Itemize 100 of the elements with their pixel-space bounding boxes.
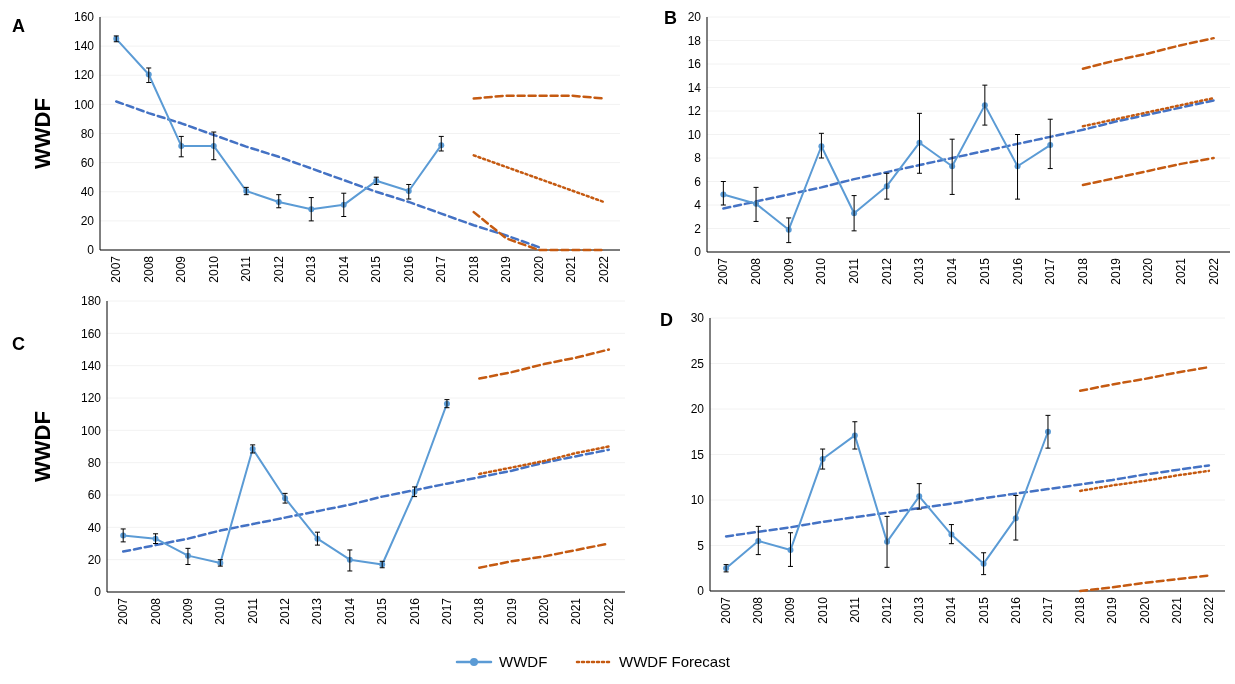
y-tick-label: 0	[694, 245, 702, 260]
x-tick-label: 2014	[336, 255, 351, 283]
line-series	[1081, 156, 1215, 187]
line-series	[478, 348, 611, 380]
y-tick-label: 160	[73, 10, 95, 25]
x-tick-label: 2011	[245, 597, 260, 624]
x-tick-label: 2017	[434, 255, 449, 283]
chart-title: B	[664, 8, 677, 28]
x-tick-label: 2021	[1169, 596, 1184, 624]
x-tick-label: 2021	[1173, 257, 1188, 285]
y-tick-label: 12	[687, 104, 702, 119]
x-tick-label: 2016	[401, 255, 416, 283]
x-tick-label: 2018	[1073, 596, 1088, 624]
chart-title: D	[660, 310, 673, 330]
x-tick-label: 2008	[751, 596, 766, 624]
y-tick-label: 120	[80, 391, 102, 406]
x-tick-label: 2014	[944, 596, 959, 624]
y-tick-label: 20	[80, 214, 95, 229]
y-tick-label: 0	[697, 584, 705, 599]
line-series	[1081, 96, 1215, 128]
x-tick-label: 2013	[310, 597, 325, 625]
y-tick-label: 16	[687, 57, 702, 72]
x-tick-label: 2022	[1206, 257, 1221, 285]
y-tick-label: 140	[73, 39, 95, 54]
x-tick-label: 2017	[1040, 596, 1055, 624]
x-tick-label: 2012	[278, 597, 293, 625]
x-tick-label: 2012	[879, 257, 894, 285]
y-tick-label: 20	[687, 10, 702, 25]
y-axis-title: WWDF	[30, 411, 55, 482]
y-tick-label: 14	[687, 80, 702, 95]
x-tick-label: 2022	[1201, 596, 1216, 624]
line-series	[115, 100, 540, 249]
y-tick-label: 15	[690, 447, 705, 462]
x-tick-label: 2013	[912, 596, 927, 624]
y-tick-label: 80	[87, 455, 102, 470]
y-tick-label: 8	[694, 151, 702, 166]
line-series	[1078, 469, 1211, 493]
x-tick-label: 2015	[369, 255, 384, 283]
y-tick-label: 20	[87, 552, 102, 567]
x-tick-label: 2018	[466, 255, 481, 283]
x-tick-label: 2022	[596, 255, 611, 283]
line-series	[724, 464, 1211, 538]
x-tick-label: 2020	[1141, 257, 1156, 285]
y-tick-label: 60	[80, 155, 95, 170]
x-tick-label: 2018	[1075, 257, 1090, 285]
line-series	[472, 154, 605, 204]
line-series	[121, 448, 611, 553]
y-tick-label: 30	[690, 311, 705, 326]
x-tick-label: 2013	[304, 255, 319, 283]
x-tick-label: 2007	[109, 255, 124, 283]
x-tick-label: 2013	[912, 257, 927, 285]
x-tick-label: 2020	[531, 255, 546, 283]
x-tick-label: 2012	[880, 596, 895, 624]
x-tick-label: 2010	[814, 257, 829, 285]
x-tick-label: 2021	[564, 255, 579, 283]
x-tick-label: 2020	[1137, 596, 1152, 624]
y-tick-label: 40	[87, 520, 102, 535]
x-tick-label: 2010	[206, 255, 221, 283]
x-tick-label: 2007	[719, 596, 734, 624]
y-tick-label: 4	[694, 198, 702, 213]
x-tick-label: 2009	[180, 597, 195, 625]
x-tick-label: 2009	[783, 596, 798, 624]
x-tick-label: 2019	[504, 597, 519, 625]
y-tick-label: 20	[690, 402, 705, 417]
x-tick-label: 2008	[141, 255, 156, 283]
x-tick-label: 2007	[116, 597, 131, 625]
y-tick-label: 100	[80, 423, 102, 438]
x-tick-label: 2008	[749, 257, 764, 285]
x-tick-label: 2008	[148, 597, 163, 625]
y-tick-label: 10	[687, 127, 702, 142]
y-tick-label: 18	[687, 33, 702, 48]
x-tick-label: 2020	[537, 597, 552, 625]
y-tick-label: 5	[697, 538, 705, 553]
x-tick-label: 2016	[407, 597, 422, 625]
line-series	[1078, 574, 1211, 593]
y-tick-label: 25	[690, 356, 705, 371]
line-series	[478, 445, 611, 476]
x-tick-label: 2014	[945, 257, 960, 285]
y-tick-label: 180	[80, 294, 102, 309]
y-tick-label: 0	[94, 585, 102, 600]
x-tick-label: 2019	[1108, 257, 1123, 285]
x-tick-label: 2017	[439, 597, 454, 625]
y-tick-label: 40	[80, 184, 95, 199]
x-tick-label: 2007	[716, 257, 731, 285]
x-tick-label: 2011	[847, 596, 862, 623]
x-tick-label: 2015	[977, 257, 992, 285]
legend-label: WWDF Forecast	[619, 653, 731, 671]
line-series	[722, 99, 1215, 210]
x-tick-label: 2018	[472, 597, 487, 625]
y-tick-label: 0	[87, 243, 95, 258]
x-tick-label: 2014	[342, 597, 357, 625]
x-tick-label: 2019	[499, 255, 514, 283]
y-tick-label: 140	[80, 358, 102, 373]
x-tick-label: 2021	[569, 597, 584, 625]
y-tick-label: 2	[694, 221, 702, 236]
x-tick-label: 2012	[271, 255, 286, 283]
x-tick-label: 2015	[976, 596, 991, 624]
x-tick-label: 2015	[375, 597, 390, 625]
y-tick-label: 100	[73, 97, 95, 112]
text: C	[12, 334, 25, 354]
